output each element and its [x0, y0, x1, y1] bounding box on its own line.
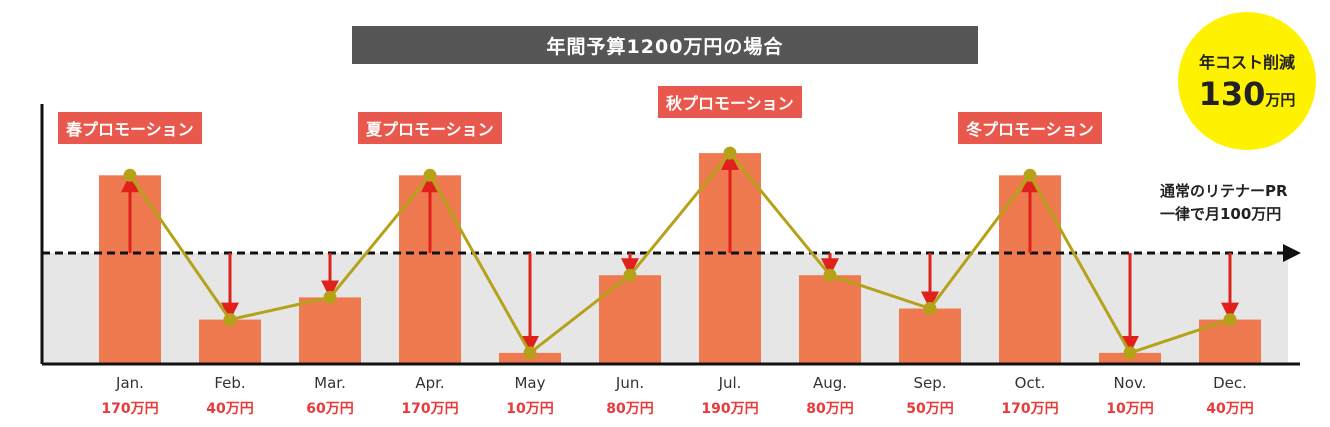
data-label-nov: 10万円	[1106, 401, 1154, 417]
tick-label-aug: Aug.	[812, 374, 848, 392]
promotion-label-0: 春プロモーション	[58, 112, 202, 144]
point-jan	[123, 168, 137, 182]
retainer-line-1: 通常のリテナーPR	[1160, 182, 1288, 200]
chart-title: 年間予算1200万円の場合	[352, 26, 978, 64]
point-sep	[923, 302, 937, 315]
promotion-label-2: 秋プロモーション	[658, 86, 802, 118]
point-oct	[1023, 168, 1037, 182]
tick-label-mar: Mar.	[314, 374, 346, 392]
tick-label-may: May	[514, 374, 546, 392]
tick-label-feb: Feb.	[214, 374, 246, 392]
point-jul	[723, 146, 737, 160]
data-label-may: 10万円	[506, 401, 554, 417]
point-mar	[323, 290, 337, 304]
tick-label-sep: Sep.	[913, 374, 947, 392]
tick-label-jul: Jul.	[718, 374, 742, 392]
bar-mar	[299, 297, 361, 364]
promotion-label-1: 夏プロモーション	[358, 112, 502, 144]
retainer-note: 通常のリテナーPR 一律で月100万円	[1160, 180, 1320, 226]
tick-label-jan: Jan.	[116, 374, 144, 392]
data-label-sep: 50万円	[906, 401, 954, 417]
tick-label-apr: Apr.	[415, 374, 445, 392]
tick-label-dec: Dec.	[1213, 374, 1247, 392]
data-label-jun: 80万円	[606, 401, 654, 417]
badge-caption: 年コスト削減	[1198, 53, 1295, 72]
badge-unit: 万円	[1265, 91, 1296, 109]
data-label-dec: 40万円	[1206, 401, 1254, 417]
tick-label-nov: Nov.	[1113, 374, 1147, 392]
point-feb	[223, 313, 237, 327]
bar-aug	[799, 275, 861, 364]
data-label-jul: 190万円	[701, 401, 759, 417]
bar-sep	[899, 308, 961, 364]
promotion-label-3: 冬プロモーション	[958, 112, 1102, 144]
badge-number: 130	[1198, 75, 1266, 113]
point-jun	[623, 268, 637, 282]
data-label-jan: 170万円	[101, 401, 159, 417]
data-label-aug: 80万円	[806, 401, 854, 417]
tick-label-oct: Oct.	[1014, 374, 1046, 392]
cost-reduction-badge: 年コスト削減 130万円	[1178, 12, 1316, 150]
point-apr	[423, 168, 437, 182]
point-aug	[823, 268, 837, 282]
series-line	[128, 150, 1231, 356]
data-label-mar: 60万円	[306, 401, 354, 417]
bar-feb	[199, 319, 261, 364]
point-may	[523, 346, 537, 360]
data-label-oct: 170万円	[1001, 401, 1059, 417]
tick-label-jun: Jun.	[615, 374, 645, 392]
retainer-line-2: 一律で月100万円	[1160, 205, 1282, 223]
point-dec	[1223, 313, 1237, 327]
bar-jun	[599, 275, 661, 364]
point-nov	[1123, 346, 1137, 360]
data-label-apr: 170万円	[401, 401, 459, 417]
data-label-feb: 40万円	[206, 401, 254, 417]
badge-amount: 130万円	[1199, 75, 1296, 113]
